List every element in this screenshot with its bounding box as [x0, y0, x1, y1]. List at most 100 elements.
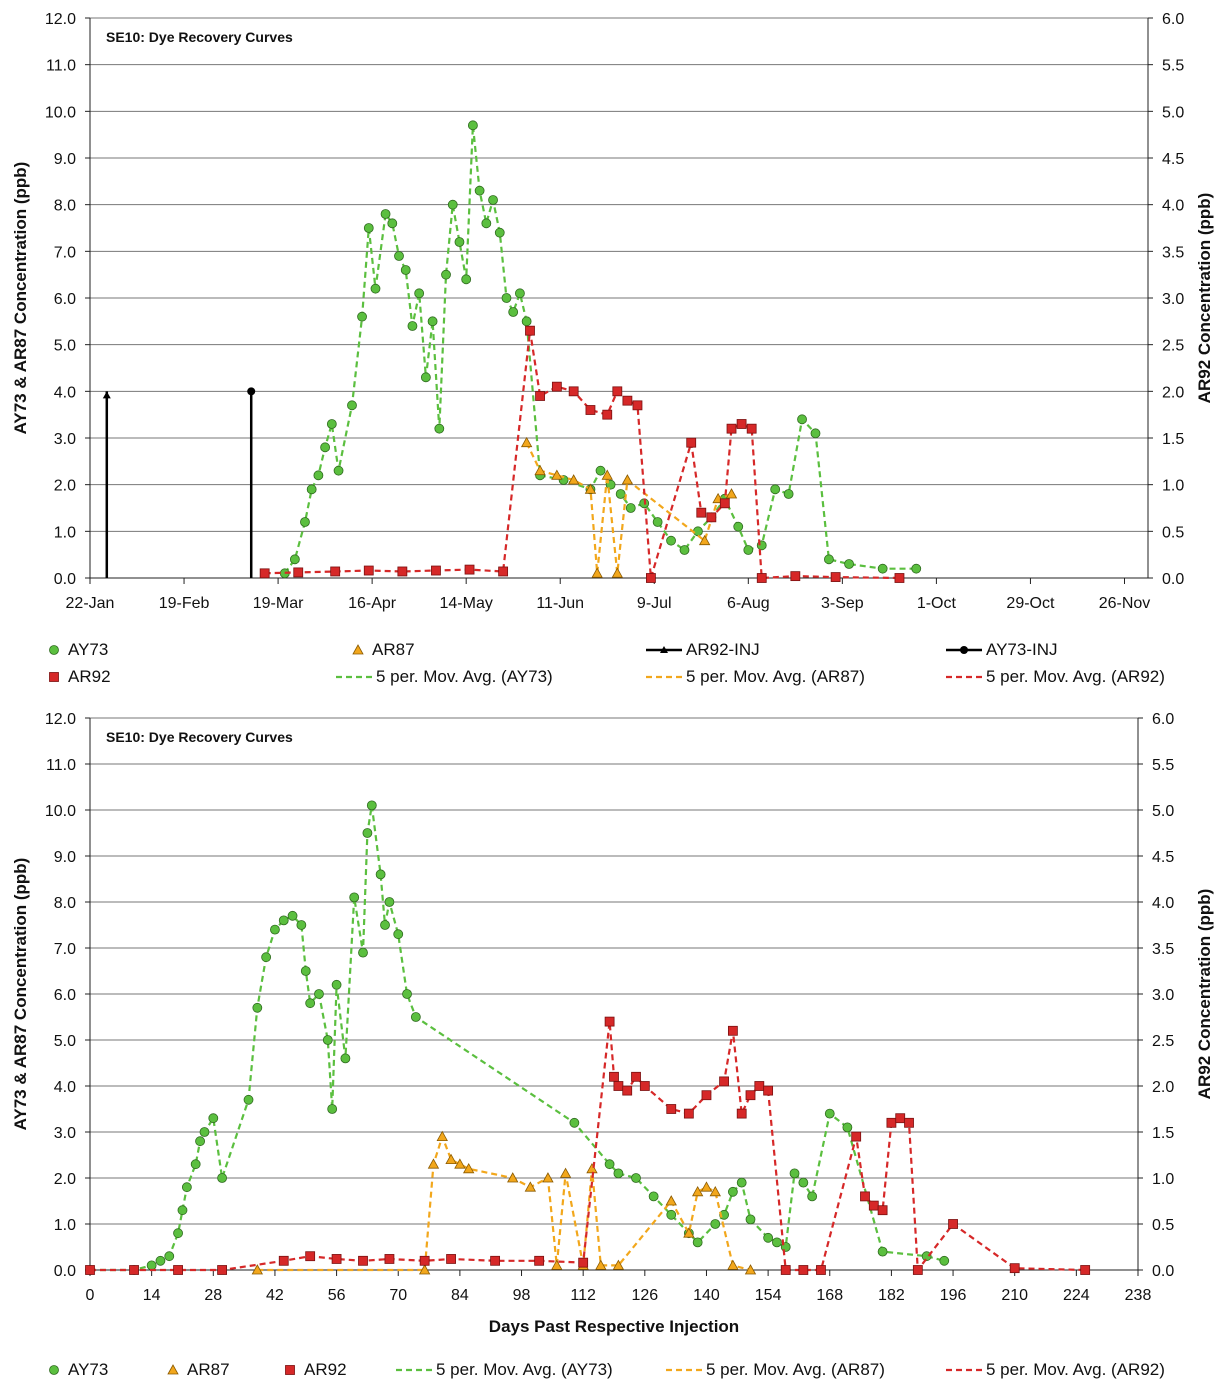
x-tick-label: 168: [816, 1287, 843, 1304]
y-tick-label: 2.0: [54, 1171, 76, 1188]
legend-label: AR92-INJ: [686, 640, 760, 659]
legend-marker-ar92: [285, 1365, 295, 1375]
y-tick-label: 10.0: [45, 104, 76, 121]
point-ay73: [454, 237, 465, 247]
x-axis-title: Days Past Respective Injection: [489, 1317, 739, 1336]
point-ar92: [622, 1085, 633, 1096]
point-ar92: [851, 1131, 862, 1142]
moving-average-line-ay73: [90, 805, 945, 1272]
x-tick-label: 29-Oct: [1006, 595, 1055, 612]
point-ar92: [612, 386, 623, 397]
x-tick-label: 42: [266, 1287, 284, 1304]
point-ay73: [340, 1053, 351, 1064]
point-ay73: [393, 929, 404, 940]
point-ar87: [507, 1172, 519, 1183]
point-ar92: [305, 1251, 316, 1262]
y2-tick-label: 0.0: [1162, 571, 1184, 588]
legend-item: 5 per. Mov. Avg. (AR87): [666, 1360, 885, 1379]
point-ay73: [824, 554, 834, 565]
point-ay73: [844, 559, 854, 569]
point-ay73: [798, 1177, 809, 1188]
point-ay73: [877, 563, 888, 574]
point-ay73: [322, 1035, 333, 1045]
point-ar92: [726, 423, 737, 434]
point-ay73: [173, 1228, 183, 1239]
injection-marker-circle: [247, 387, 256, 396]
point-ar92: [330, 566, 341, 577]
point-ar92: [639, 1081, 650, 1091]
x-tick-label: 196: [940, 1287, 967, 1304]
y-tick-label: 0.0: [54, 571, 76, 588]
point-ar92: [780, 1265, 791, 1275]
moving-average-line-ar87: [257, 1133, 751, 1272]
point-ay73: [380, 209, 391, 219]
y2-tick-label: 2.5: [1162, 338, 1184, 355]
moving-average-line-ay73: [283, 125, 917, 574]
point-ar92: [868, 1200, 879, 1211]
point-ar92: [948, 1219, 958, 1229]
point-ay73: [305, 998, 316, 1009]
x-tick-label: 14-May: [439, 595, 492, 612]
point-ay73: [300, 966, 311, 976]
legend-label: AY73-INJ: [986, 640, 1058, 659]
y2-tick-label: 2.0: [1162, 384, 1184, 401]
point-ar87: [725, 488, 738, 499]
point-ay73: [199, 1127, 210, 1137]
point-ar92: [696, 507, 707, 518]
y2-tick-label: 0.5: [1152, 1217, 1174, 1234]
point-ar87: [551, 469, 563, 480]
point-ay73: [939, 1255, 950, 1266]
y-tick-label: 1.0: [54, 1217, 76, 1234]
point-ay73: [911, 563, 922, 574]
point-ar92: [719, 498, 730, 509]
legend-label: 5 per. Mov. Avg. (AR92): [986, 667, 1165, 686]
legend-item: AR87: [167, 1360, 230, 1379]
y2-tick-label: 1.0: [1152, 1171, 1174, 1188]
y-tick-label: 3.0: [54, 1125, 76, 1142]
y-tick-label: 8.0: [54, 895, 76, 912]
x-tick-label: 0: [86, 1287, 95, 1304]
y2-tick-label: 1.5: [1162, 431, 1184, 448]
legend-marker-ay73: [49, 645, 59, 655]
point-ay73: [313, 470, 324, 481]
legend-item: AR87: [352, 640, 415, 659]
chart-title: SE10: Dye Recovery Curves: [106, 729, 293, 745]
point-ay73: [807, 1191, 818, 1202]
point-ay73: [494, 227, 505, 238]
legend-item: AR92: [285, 1360, 347, 1379]
legend-label: AR87: [187, 1360, 230, 1379]
point-ay73: [314, 989, 324, 999]
point-ay73: [296, 920, 307, 930]
point-ar87: [744, 1264, 757, 1275]
point-ay73: [877, 1246, 888, 1257]
point-ay73: [387, 218, 398, 229]
point-ay73: [631, 1173, 641, 1183]
y2-tick-label: 3.0: [1152, 987, 1174, 1004]
y-tick-label: 3.0: [54, 431, 76, 448]
point-ay73: [217, 1173, 228, 1183]
point-ar92: [646, 573, 656, 583]
legend-item: AR92: [49, 667, 111, 686]
point-ay73: [357, 311, 367, 322]
y2-tick-label: 5.5: [1152, 757, 1174, 774]
y-tick-label: 6.0: [54, 291, 76, 308]
point-ay73: [384, 897, 395, 907]
point-ay73: [474, 185, 485, 196]
y-tick-label: 2.0: [54, 478, 76, 495]
point-ar87: [542, 1172, 554, 1183]
point-ay73: [164, 1251, 175, 1262]
x-tick-label: 182: [878, 1287, 905, 1304]
chart-bottom: 0.0 0.0 1.0 0.5 2.0 1.0 3.0 1.5 4.0 2.0 5.0 2.5 6.0 3…: [11, 711, 1214, 1379]
point-ar92: [358, 1255, 368, 1266]
legend-marker-injection: [960, 646, 968, 654]
point-ar92: [129, 1265, 139, 1275]
point-ar92: [666, 1104, 677, 1114]
x-tick-label: 6-Aug: [727, 595, 770, 612]
moving-average-line-ar92: [264, 330, 900, 580]
point-ar92: [446, 1254, 456, 1264]
point-ar87: [698, 534, 711, 546]
point-ar92: [609, 1071, 619, 1082]
y-axis-title: AY73 & AR87 Concentration (ppb): [11, 858, 30, 1131]
point-ay73: [501, 293, 512, 303]
legend-label: 5 per. Mov. Avg. (AY73): [436, 1360, 613, 1379]
